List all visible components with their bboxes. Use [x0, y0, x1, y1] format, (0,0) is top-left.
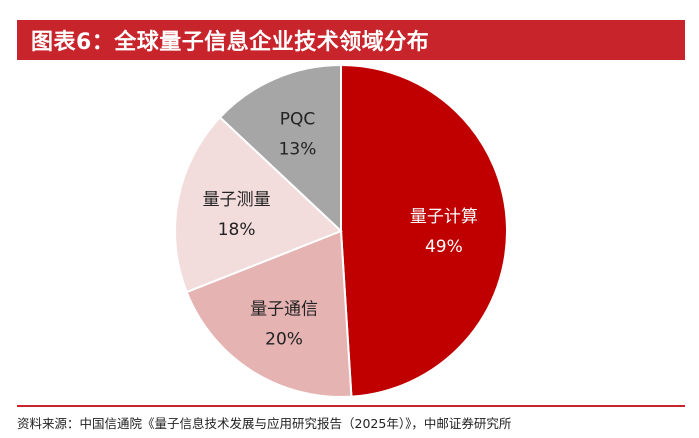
slice-value-label: 20% — [265, 330, 303, 350]
slice-name-label: 量子计算 — [410, 207, 478, 227]
slice-name-label: 量子通信 — [250, 300, 318, 320]
slice-name-label: PQC — [280, 109, 316, 129]
source-note: 资料来源：中国信通院《量子信息技术发展与应用研究报告（2025年）》，中邮证券研… — [17, 416, 512, 431]
slice-value-label: 13% — [279, 139, 317, 159]
pie-slices — [174, 63, 508, 398]
slice-value-label: 49% — [425, 237, 463, 257]
footer-rule — [17, 405, 685, 407]
slice-value-label: 18% — [218, 220, 256, 240]
pie-slice-1 — [340, 63, 508, 398]
chart-title: 图表6：全球量子信息企业技术领域分布 — [17, 20, 685, 60]
pie-slice-3 — [174, 115, 343, 294]
pie-slice-4 — [218, 63, 342, 234]
pie-chart-area: 量子计算 49% 量子通信 20% 量子测量 18% PQC 13% — [0, 60, 699, 405]
pie-labels: 量子计算 49% 量子通信 20% 量子测量 18% PQC 13% — [203, 109, 478, 349]
pie-chart: 量子计算 49% 量子通信 20% 量子测量 18% PQC 13% — [174, 63, 508, 398]
slice-name-label: 量子测量 — [203, 190, 271, 210]
pie-slice-2 — [185, 229, 353, 398]
